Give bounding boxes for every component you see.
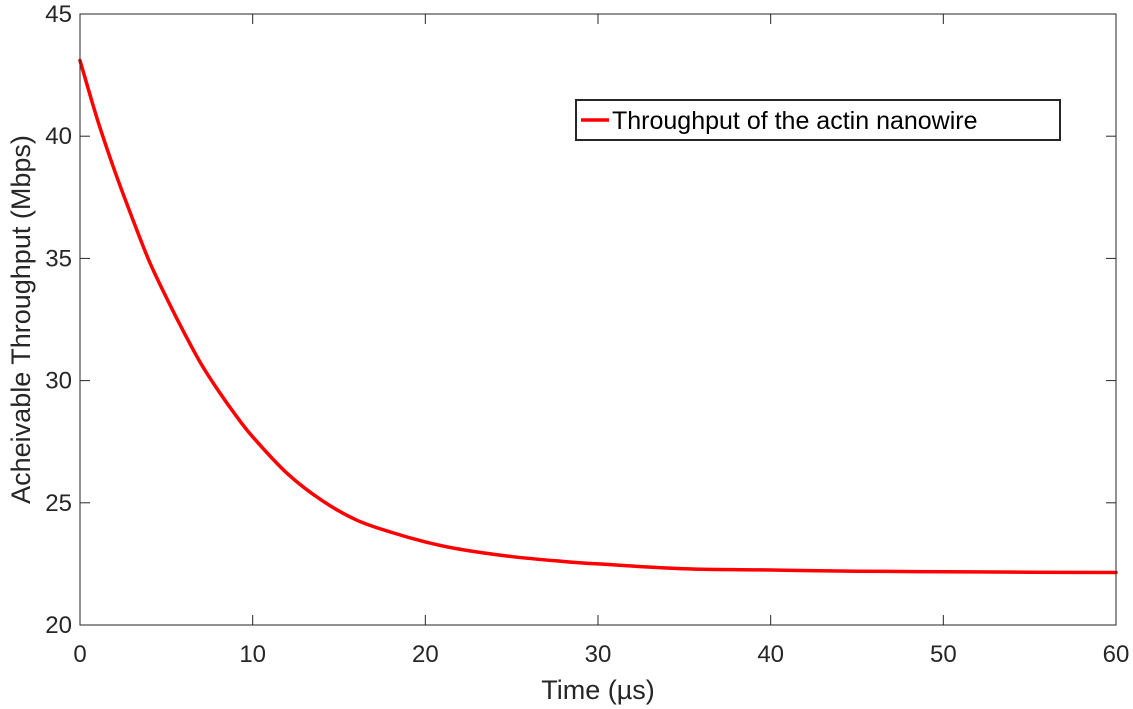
x-tick-label: 10 [239,641,266,668]
legend-label-throughput: Throughput of the actin nanowire [612,107,978,135]
y-tick-label: 35 [45,245,72,272]
y-tick-label: 25 [45,490,72,517]
x-tick-label: 20 [412,641,439,668]
y-tick-label: 45 [45,1,72,28]
plot-frame [79,13,1117,626]
x-tick-labels: 0 10 20 30 40 50 60 [73,641,1129,668]
x-tick-label: 50 [930,641,957,668]
x-tick-label: 30 [585,641,612,668]
y-tick-label: 20 [45,612,72,639]
x-tick-label: 40 [757,641,784,668]
x-tick-label: 0 [73,641,86,668]
y-axis-label: Acheivable Throughput (Mbps) [6,135,36,504]
legend: Throughput of the actin nanowire [575,99,1061,141]
x-tick-label: 60 [1103,641,1130,668]
y-tick-labels: 20 25 30 35 40 45 [45,1,72,639]
y-tick-label: 30 [45,368,72,395]
y-tick-label: 40 [45,123,72,150]
x-axis-label: Time (µs) [541,675,655,705]
series-line-throughput [78,58,1118,575]
legend-box [575,99,1061,141]
